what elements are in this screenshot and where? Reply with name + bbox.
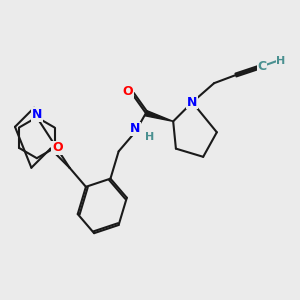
Text: N: N — [130, 122, 140, 136]
Text: C: C — [257, 60, 266, 73]
Text: H: H — [146, 132, 154, 142]
Text: O: O — [52, 142, 63, 154]
Text: H: H — [276, 56, 286, 65]
Text: O: O — [123, 85, 134, 98]
Text: N: N — [187, 96, 197, 109]
Text: N: N — [32, 108, 42, 121]
Polygon shape — [145, 111, 173, 122]
